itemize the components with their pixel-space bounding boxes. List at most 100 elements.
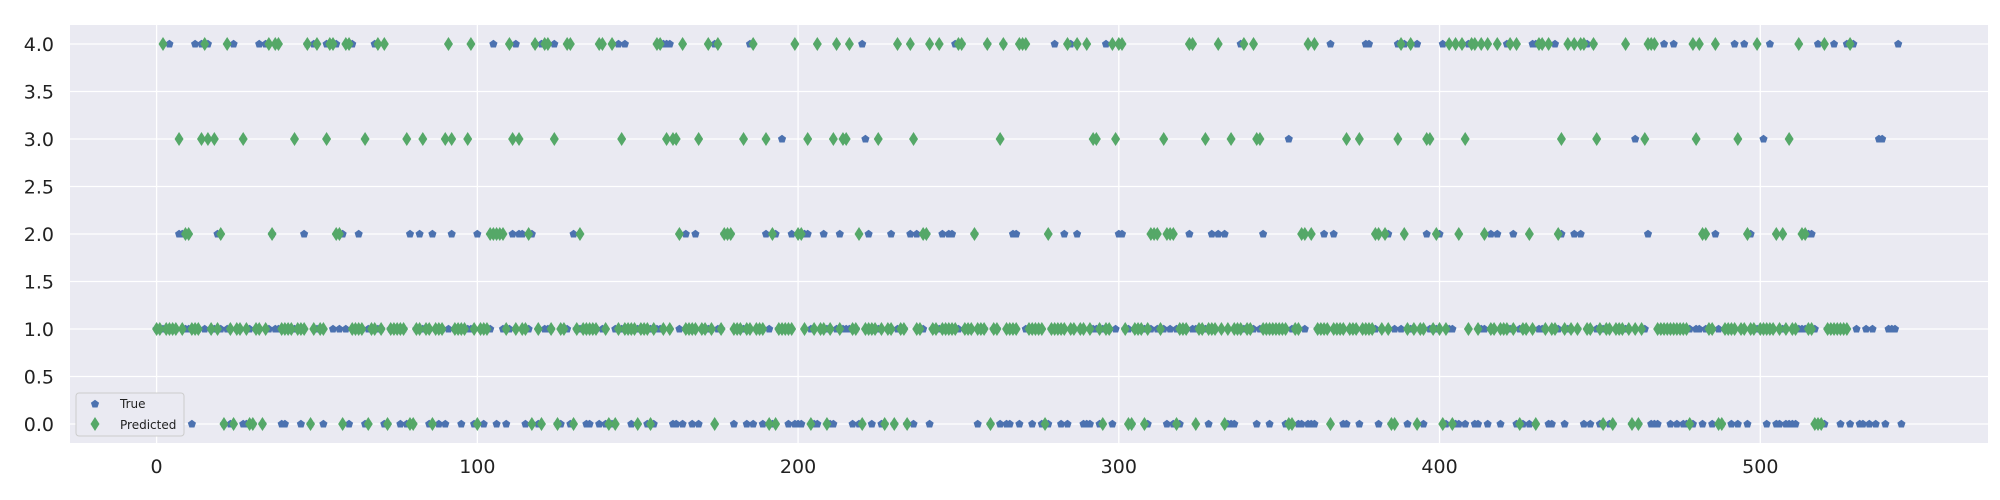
- predicted-point: [1037, 322, 1047, 336]
- true-point: [492, 419, 501, 428]
- predicted-point: [835, 322, 845, 336]
- predicted-point: [1236, 322, 1246, 336]
- true-point: [1660, 39, 1669, 48]
- predicted-point: [193, 322, 203, 336]
- true-point: [345, 419, 354, 428]
- true-point: [1220, 229, 1229, 238]
- true-point: [191, 39, 200, 48]
- predicted-point: [572, 322, 582, 336]
- predicted-point: [1579, 37, 1589, 51]
- predicted-point: [427, 417, 437, 431]
- true-point: [405, 229, 415, 238]
- true-point: [1576, 229, 1585, 238]
- true-point: [1050, 39, 1059, 48]
- true-point: [1015, 419, 1024, 428]
- predicted-point: [1595, 322, 1605, 336]
- predicted-point: [309, 322, 319, 336]
- predicted-point: [376, 322, 386, 336]
- predicted-point: [607, 37, 617, 51]
- true-point: [165, 39, 174, 48]
- true-point: [803, 229, 812, 238]
- predicted-point: [338, 417, 348, 431]
- predicted-point: [206, 322, 216, 336]
- true-point: [681, 229, 690, 238]
- true-point: [1473, 419, 1483, 428]
- predicted-point: [520, 322, 530, 336]
- predicted-point: [1540, 322, 1550, 336]
- predicted-point: [601, 322, 611, 336]
- predicted-point: [536, 417, 546, 431]
- true-point: [797, 419, 806, 428]
- predicted-point: [1213, 37, 1223, 51]
- true-point: [1108, 419, 1117, 428]
- predicted-point: [1537, 37, 1547, 51]
- true-point: [550, 39, 559, 48]
- predicted-point: [1460, 132, 1470, 146]
- predicted-point: [1059, 322, 1069, 336]
- true-point: [1807, 229, 1816, 238]
- legend-frame: [75, 392, 185, 437]
- predicted-point: [460, 322, 470, 336]
- true-point: [1461, 419, 1470, 428]
- x-tick-label: 300: [1101, 456, 1137, 478]
- true-point: [1496, 419, 1505, 428]
- predicted-point: [690, 322, 700, 336]
- predicted-point: [546, 322, 556, 336]
- predicted-point: [629, 322, 639, 336]
- true-point: [518, 229, 527, 238]
- predicted-point: [1694, 37, 1704, 51]
- predicted-point: [1778, 227, 1788, 241]
- true-point: [819, 229, 828, 238]
- predicted-point: [1483, 37, 1493, 51]
- true-point: [1570, 229, 1579, 238]
- predicted-point: [819, 322, 829, 336]
- true-point: [479, 419, 488, 428]
- true-point: [691, 229, 700, 238]
- true-point: [996, 419, 1005, 428]
- predicted-point: [463, 132, 473, 146]
- predicted-point: [209, 132, 219, 146]
- predicted-point: [1069, 322, 1079, 336]
- true-point: [1329, 229, 1338, 238]
- legend-predicted-label: Predicted: [120, 418, 176, 432]
- predicted-point: [1303, 37, 1313, 51]
- predicted-point: [706, 322, 716, 336]
- predicted-point: [1768, 322, 1778, 336]
- true-point: [688, 419, 697, 428]
- true-point: [1166, 324, 1175, 333]
- predicted-point: [1412, 417, 1422, 431]
- predicted-point: [219, 417, 229, 431]
- true-point: [1708, 419, 1717, 428]
- true-point: [585, 419, 594, 428]
- predicted-point: [986, 417, 996, 431]
- predicted-point: [1845, 37, 1855, 51]
- predicted-point: [1322, 322, 1332, 336]
- predicted-point: [678, 37, 688, 51]
- predicted-point: [1553, 227, 1563, 241]
- predicted-point: [1630, 322, 1640, 336]
- predicted-point: [1425, 132, 1435, 146]
- predicted-point: [1685, 417, 1695, 431]
- predicted-point: [379, 37, 389, 51]
- predicted-point: [1255, 132, 1265, 146]
- predicted-point: [998, 37, 1008, 51]
- predicted-point: [1281, 322, 1291, 336]
- predicted-point: [399, 322, 409, 336]
- true-point: [1643, 229, 1653, 238]
- true-point: [1204, 419, 1213, 428]
- predicted-point: [703, 37, 713, 51]
- predicted-point: [1569, 37, 1579, 51]
- y-tick-label: 4.0: [24, 34, 54, 56]
- true-point: [675, 324, 684, 333]
- predicted-point: [880, 417, 890, 431]
- true-point: [1550, 39, 1560, 48]
- predicted-point: [1111, 132, 1121, 146]
- predicted-point: [1710, 37, 1720, 51]
- predicted-point: [1107, 37, 1117, 51]
- y-tick-label: 3.0: [24, 129, 54, 151]
- predicted-point: [1691, 132, 1701, 146]
- true-point: [354, 229, 363, 238]
- true-point: [1525, 419, 1534, 428]
- true-point: [749, 419, 758, 428]
- true-point: [1012, 229, 1021, 238]
